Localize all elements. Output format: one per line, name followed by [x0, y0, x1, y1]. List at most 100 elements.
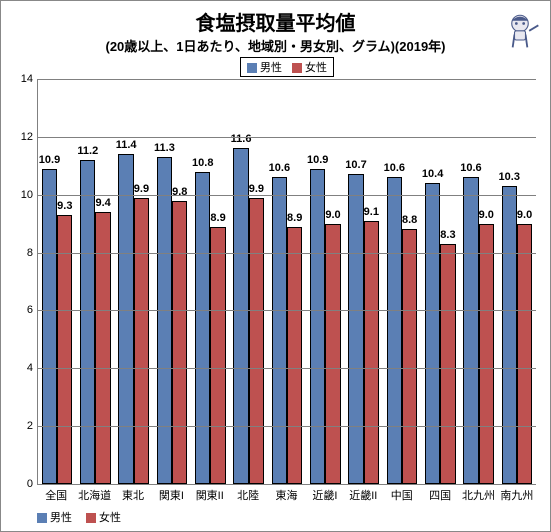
legend-label-male: 男性 — [260, 62, 282, 74]
category-group: 10.69.0 — [459, 79, 497, 484]
category-group: 10.3 9.0 — [498, 79, 536, 484]
bar: 8.8 — [402, 229, 417, 484]
y-tick-label: 4 — [27, 362, 38, 374]
category-group: 11.29.4 — [76, 79, 114, 484]
chart-container: 食塩摂取量平均値 (20歳以上、1日あたり、地域別・男女別、グラム)(2019年… — [0, 0, 551, 532]
x-tick-label: 東海 — [267, 487, 305, 503]
bar: 10.7 — [348, 174, 363, 484]
x-axis-labels: 全国北海道東北関東I関東II北陸東海近畿I近畿II中国四国北九州南九州 — [37, 487, 536, 503]
x-tick-label: 北陸 — [229, 487, 267, 503]
bar-value-label: 11.4 — [116, 139, 137, 151]
legend-item-female: 女性 — [292, 59, 327, 75]
x-tick-label: 南九州 — [498, 487, 536, 503]
gridline — [38, 137, 536, 138]
category-group: 11.69.9 — [230, 79, 268, 484]
category-group: 11.49.9 — [115, 79, 153, 484]
bar: 10.6 — [272, 177, 287, 484]
bar-value-label: 9.0 — [325, 209, 340, 221]
bar-value-label: 10.9 — [39, 154, 60, 166]
bar-value-label: 9.3 — [57, 200, 72, 212]
bar-value-label: 8.9 — [210, 212, 225, 224]
category-group: 10.68.9 — [268, 79, 306, 484]
bar-value-label: 9.9 — [249, 183, 264, 195]
bar: 10.4 — [425, 183, 440, 484]
bar: 9.3 — [57, 215, 72, 484]
x-tick-label: 全国 — [37, 487, 75, 503]
bar: 11.6 — [233, 148, 248, 484]
y-tick-label: 10 — [21, 189, 38, 201]
x-tick-label: 北九州 — [459, 487, 497, 503]
category-group: 10.99.0 — [306, 79, 344, 484]
bar: 11.4 — [118, 154, 133, 484]
bar-value-label: 9.1 — [364, 206, 379, 218]
bar-value-label: 10.8 — [192, 157, 213, 169]
legend-item-female: 女性 — [86, 509, 121, 525]
bar-value-label: 11.3 — [154, 142, 175, 154]
mascot-icon — [498, 7, 542, 51]
bar-value-label: 9.0 — [479, 209, 494, 221]
bar: 11.2 — [80, 160, 95, 484]
bar: 8.9 — [287, 227, 302, 484]
y-tick-label: 2 — [27, 420, 38, 432]
swatch-female — [86, 513, 96, 523]
x-tick-label: 関東II — [191, 487, 229, 503]
bar: 9.0 — [325, 224, 340, 484]
bar-value-label: 10.4 — [422, 168, 443, 180]
legend-bottom: 男性 女性 — [37, 509, 121, 525]
gridline — [38, 368, 536, 369]
category-group: 10.99.3 — [38, 79, 76, 484]
gridline — [38, 426, 536, 427]
y-tick-label: 12 — [21, 131, 38, 143]
chart-subtitle: (20歳以上、1日あたり、地域別・男女別、グラム)(2019年) — [1, 36, 550, 55]
bars-wrap: 10.99.311.29.411.49.911.39.810.88.911.69… — [38, 79, 536, 484]
swatch-male — [247, 63, 257, 73]
x-tick-label: 近畿II — [344, 487, 382, 503]
bar-value-label: 10.6 — [384, 162, 405, 174]
bar-value-label: 10.6 — [460, 162, 481, 174]
x-tick-label: 中国 — [383, 487, 421, 503]
gridline — [38, 79, 536, 80]
y-tick-label: 8 — [27, 247, 38, 259]
category-group: 10.79.1 — [345, 79, 383, 484]
plot-area: 男性 女性 10.99.311.29.411.49.911.39.810.88.… — [37, 79, 536, 485]
x-tick-label: 近畿I — [306, 487, 344, 503]
x-tick-label: 関東I — [152, 487, 190, 503]
bar-value-label: 11.6 — [231, 133, 252, 145]
legend-top: 男性 女性 — [240, 57, 334, 77]
legend-label-female: 女性 — [305, 62, 327, 74]
bar: 8.3 — [440, 244, 455, 484]
category-group: 10.48.3 — [421, 79, 459, 484]
bar-value-label: 10.6 — [269, 162, 290, 174]
category-group: 10.68.8 — [383, 79, 421, 484]
bar: 10.6 — [387, 177, 402, 484]
x-tick-label: 東北 — [114, 487, 152, 503]
x-tick-label: 四国 — [421, 487, 459, 503]
bar: 8.9 — [210, 227, 225, 484]
bar-value-label: 9.9 — [134, 183, 149, 195]
category-group: 10.8 8.9 — [191, 79, 229, 484]
gridline — [38, 310, 536, 311]
bar: 10.9 — [42, 169, 57, 484]
bar-value-label: 10.3 — [499, 171, 520, 183]
bar: 9.0 — [517, 224, 532, 484]
legend-item-male: 男性 — [37, 509, 72, 525]
bar: 9.0 — [479, 224, 494, 484]
legend-label-male: 男性 — [50, 512, 72, 524]
legend-item-male: 男性 — [247, 59, 282, 75]
bar-value-label: 8.3 — [440, 229, 455, 241]
gridline — [38, 253, 536, 254]
y-tick-label: 14 — [21, 73, 38, 85]
bar-value-label: 10.7 — [345, 159, 366, 171]
bar: 9.9 — [249, 198, 264, 484]
bar: 11.3 — [157, 157, 172, 484]
bar: 10.6 — [463, 177, 478, 484]
bar: 9.8 — [172, 201, 187, 485]
y-tick-label: 6 — [27, 304, 38, 316]
x-tick-label: 北海道 — [75, 487, 113, 503]
bar: 10.9 — [310, 169, 325, 484]
bar-value-label: 9.4 — [95, 197, 110, 209]
swatch-male — [37, 513, 47, 523]
bar-value-label: 11.2 — [77, 145, 98, 157]
chart-title: 食塩摂取量平均値 — [1, 1, 550, 36]
legend-label-female: 女性 — [99, 512, 121, 524]
